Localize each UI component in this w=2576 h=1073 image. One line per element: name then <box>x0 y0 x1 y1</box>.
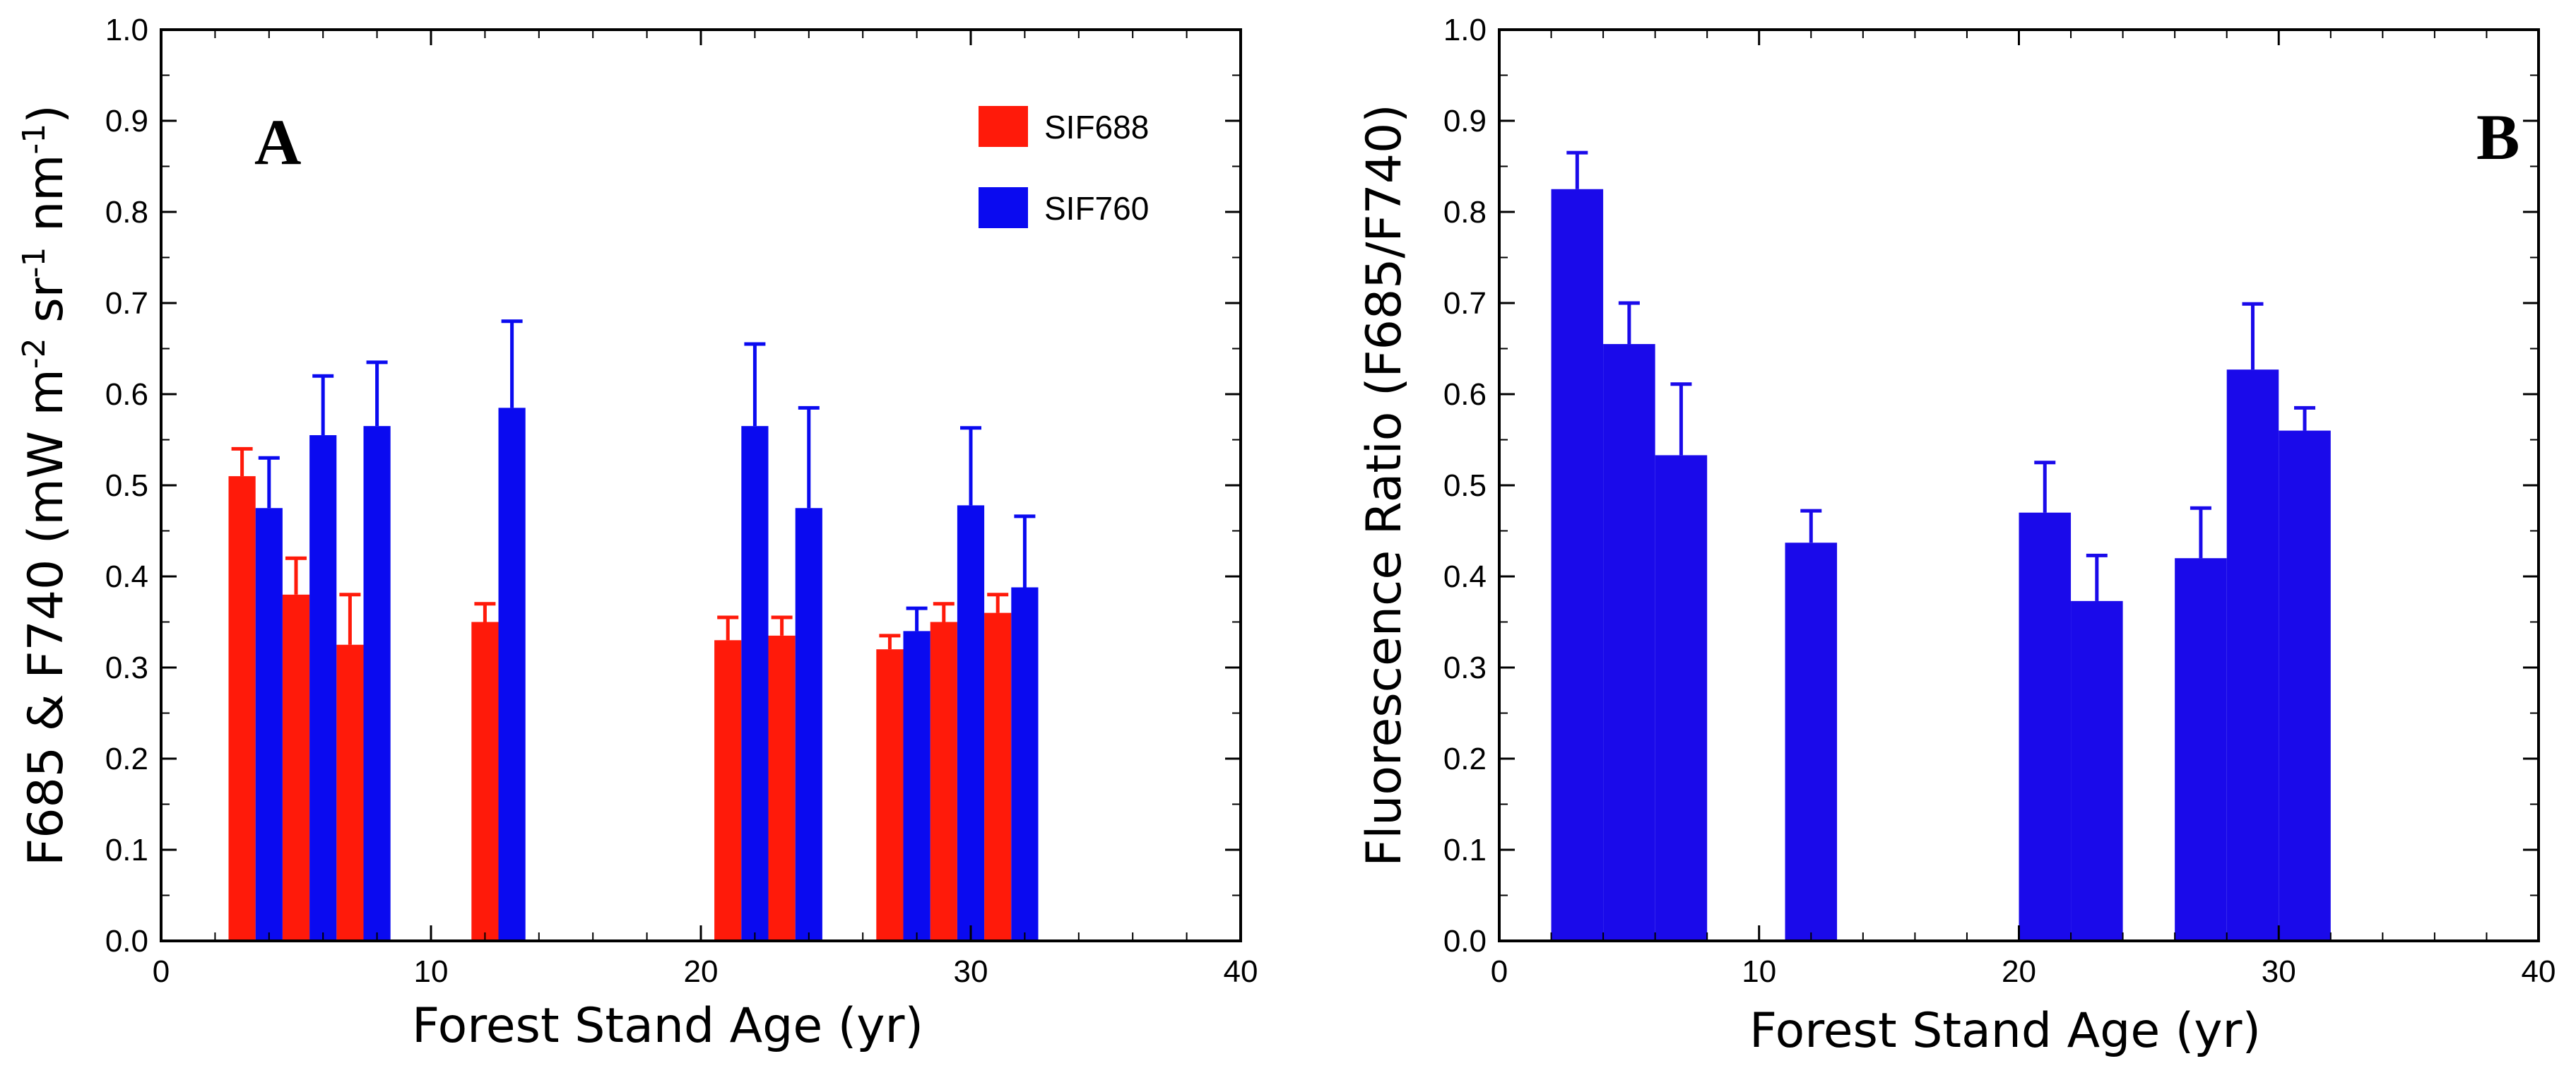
chart-a-ylabel: F685 & F740 (mW m-2 sr-1 nm-1) <box>16 105 75 866</box>
chart-b-ytick-label: 0.8 <box>1443 195 1487 230</box>
chart-a-xtick-label: 10 <box>414 954 449 989</box>
chart-b-ytick-label: 0.1 <box>1443 833 1487 867</box>
chart-a-bar-sif760-8 <box>1011 587 1039 941</box>
chart-a-ytick-label: 0.5 <box>105 468 148 503</box>
chart-a-xlabel: Forest Stand Age (yr) <box>412 998 923 1054</box>
chart-b-bar-f685-f740-8 <box>2279 430 2331 941</box>
chart-b-ytick-label: 0.5 <box>1443 468 1487 503</box>
chart-a-ytick-label: 0.7 <box>105 286 148 321</box>
chart-a-bar-sif760-7 <box>957 505 985 941</box>
chart-b-bars <box>1551 150 2331 941</box>
chart-a-bar-sif688-0 <box>228 476 256 941</box>
chart-b-ytick-label: 0.4 <box>1443 559 1487 594</box>
chart-a-bar-sif760-0 <box>255 508 283 941</box>
chart-b-xtick-label: 0 <box>1491 954 1508 989</box>
chart-a-ytick-label: 1.0 <box>105 13 148 47</box>
chart-a-panel-label: A <box>254 106 301 178</box>
chart-b-ytick-label: 0.9 <box>1443 104 1487 138</box>
chart-a-bar-sif688-6 <box>876 649 904 941</box>
chart-b-bar-f685-f740-6 <box>2175 558 2227 941</box>
chart-a-legend-label-1: SIF760 <box>1044 190 1149 227</box>
chart-a-legend-swatch-0 <box>979 106 1028 147</box>
chart-a-bar-sif688-3 <box>471 622 499 941</box>
chart-panel-a: F685 & F740 (mW m-2 sr-1 nm-1) Forest St… <box>16 13 1258 1054</box>
chart-b-ytick-label: 0.3 <box>1443 651 1487 685</box>
chart-a-bar-sif760-4 <box>741 426 769 941</box>
chart-a-ytick-label: 0.0 <box>105 924 148 959</box>
chart-b-xlabel: Forest Stand Age (yr) <box>1749 1003 2261 1059</box>
chart-a-ytick-label: 0.1 <box>105 833 148 867</box>
chart-b-bar-f685-f740-4 <box>2019 512 2072 941</box>
chart-b-bar-f685-f740-7 <box>2226 369 2279 941</box>
chart-panel-b: Fluorescence Ratio (F685/F740) Forest St… <box>1357 13 2556 1059</box>
chart-a-bar-sif760-1 <box>309 435 337 941</box>
chart-a-xtick-label: 0 <box>153 954 170 989</box>
chart-b-ytick-label: 0.0 <box>1443 924 1487 959</box>
chart-b-panel-label: B <box>2476 101 2519 173</box>
chart-a-bar-sif760-2 <box>363 426 391 941</box>
chart-a-ytick-label: 0.9 <box>105 104 148 138</box>
chart-a-bar-sif760-6 <box>903 631 930 941</box>
chart-a-bar-sif760-5 <box>795 508 822 941</box>
chart-a-bar-sif688-1 <box>282 594 310 941</box>
chart-b-bar-f685-f740-2 <box>1655 455 1708 941</box>
chart-b-ytick-label: 0.2 <box>1443 742 1487 776</box>
chart-a-ytick-label: 0.8 <box>105 195 148 230</box>
chart-b-bar-f685-f740-1 <box>1603 344 1655 941</box>
chart-b-xtick-label: 30 <box>2262 954 2296 989</box>
chart-a-legend: SIF688 SIF760 <box>979 106 1149 228</box>
chart-a-bar-sif688-7 <box>930 622 957 941</box>
chart-a-ytick-label: 0.3 <box>105 651 148 685</box>
chart-a-ytick-label: 0.4 <box>105 559 148 594</box>
chart-a-bar-sif688-8 <box>984 612 1012 941</box>
chart-a-bars <box>228 319 1039 941</box>
chart-a-bar-sif688-4 <box>714 640 742 941</box>
chart-b-ylabel: Fluorescence Ratio (F685/F740) <box>1357 104 1412 867</box>
chart-b-ytick-label: 0.7 <box>1443 286 1487 321</box>
chart-b-xtick-label: 20 <box>2002 954 2036 989</box>
chart-a-bar-sif688-5 <box>768 635 796 941</box>
chart-a-xtick-label: 20 <box>684 954 719 989</box>
chart-a-bar-sif688-2 <box>336 644 364 941</box>
chart-a-legend-label-0: SIF688 <box>1044 109 1149 146</box>
chart-a-ytick-label: 0.2 <box>105 742 148 776</box>
chart-b-xtick-label: 10 <box>1742 954 1776 989</box>
chart-a-bar-sif760-3 <box>498 408 526 941</box>
chart-a-xtick-label: 40 <box>1224 954 1258 989</box>
chart-b-bar-f685-f740-0 <box>1551 189 1604 941</box>
chart-b-ytick-label: 1.0 <box>1443 13 1487 47</box>
chart-a-legend-swatch-1 <box>979 187 1028 228</box>
chart-a-ytick-label: 0.6 <box>105 377 148 412</box>
chart-b-bar-f685-f740-3 <box>1785 543 1838 941</box>
chart-b-ytick-label: 0.6 <box>1443 377 1487 412</box>
chart-b-bar-f685-f740-5 <box>2071 600 2123 941</box>
chart-b-xtick-label: 40 <box>2522 954 2556 989</box>
chart-a-xtick-label: 30 <box>954 954 988 989</box>
